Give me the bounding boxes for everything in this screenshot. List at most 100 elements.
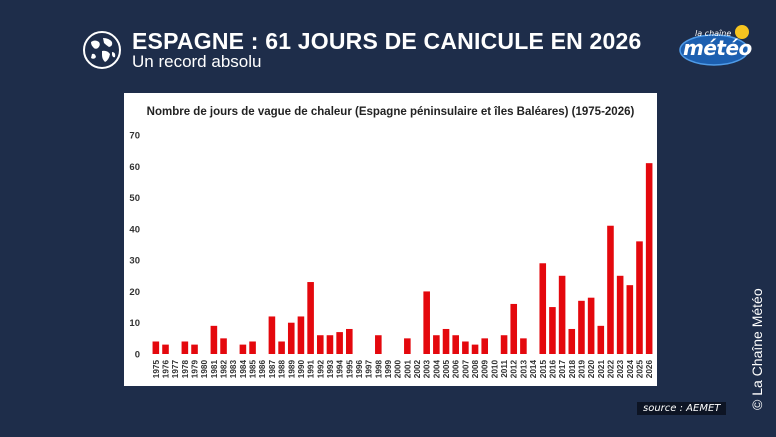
x-tick-label: 1978 [181, 360, 190, 379]
bar-2012 [510, 303, 518, 354]
bar-1987 [268, 316, 276, 354]
bar-2023 [616, 275, 624, 354]
x-tick-label: 1981 [210, 360, 219, 379]
x-tick-label: 2014 [529, 360, 538, 379]
x-tick-label: 1995 [345, 360, 354, 379]
bar-2013 [520, 338, 527, 354]
x-tick-label: 2025 [635, 360, 644, 379]
x-tick-label: 1994 [336, 360, 345, 379]
copyright-credit-text: © La Chaîne Météo [749, 288, 765, 410]
x-tick-label: 1985 [249, 360, 258, 379]
x-tick-label: 1988 [278, 360, 287, 379]
x-tick-label: 2003 [423, 360, 432, 379]
page-subtitle: Un record absolu [132, 52, 262, 71]
bar-2018 [568, 328, 576, 354]
x-tick-label: 2007 [461, 360, 470, 379]
bar-1982 [220, 338, 227, 354]
x-tick-label: 1976 [162, 360, 171, 379]
x-tick-label: 1999 [384, 360, 393, 379]
x-tick-label: 1986 [258, 360, 267, 379]
bar-2007 [462, 341, 469, 354]
bar-1994 [336, 332, 343, 354]
chart-panel: Nombre de jours de vague de chaleur (Esp… [124, 93, 657, 386]
bar-1989 [287, 322, 295, 354]
bar-2025 [636, 241, 643, 354]
x-tick-label: 2011 [500, 360, 509, 378]
x-tick-label: 1979 [191, 360, 200, 379]
x-tick-label: 1991 [307, 360, 316, 379]
bar-1990 [297, 316, 305, 354]
x-tick-label: 2006 [452, 360, 461, 379]
y-tick-label: 20 [129, 287, 140, 298]
bar-1979 [191, 344, 198, 354]
bar-2020 [587, 297, 595, 354]
x-tick-label: 2024 [626, 360, 635, 379]
bar-2026 [645, 163, 653, 354]
x-tick-label: 1977 [171, 360, 180, 379]
bar-2009 [481, 338, 489, 354]
logo-small-text: la chaîne [695, 29, 732, 38]
x-tick-label: 2002 [413, 360, 422, 379]
x-tick-label: 2013 [519, 360, 528, 379]
x-tick-label: 1989 [287, 360, 296, 379]
y-tick-label: 0 [135, 350, 140, 361]
x-tick-label: 2016 [548, 360, 557, 379]
x-tick-label: 1987 [268, 360, 277, 379]
bar-2024 [626, 285, 634, 354]
bar-1993 [326, 335, 334, 354]
x-tick-label: 1983 [229, 360, 238, 379]
x-tick-label: 1992 [316, 360, 325, 379]
bar-1995 [346, 328, 353, 354]
bar-1975 [152, 341, 160, 354]
bar-2006 [452, 335, 459, 354]
bar-2022 [607, 225, 614, 354]
x-tick-label: 2022 [606, 360, 615, 379]
y-tick-label: 50 [129, 193, 140, 204]
logo-sun-icon [735, 25, 749, 39]
bar-1985 [249, 341, 256, 354]
x-tick-label: 1975 [152, 360, 161, 379]
x-tick-label: 1990 [297, 360, 306, 379]
x-tick-label: 2004 [432, 360, 441, 379]
x-tick-label: 2009 [481, 360, 490, 379]
bar-2005 [442, 328, 450, 354]
x-tick-label: 2005 [442, 360, 451, 379]
y-tick-label: 70 [129, 131, 140, 142]
bar-2015 [539, 263, 547, 354]
bar-2003 [423, 291, 430, 354]
x-tick-label: 2018 [568, 360, 577, 379]
bar-1988 [278, 341, 285, 354]
bar-2004 [433, 335, 440, 354]
x-tick-label: 2015 [539, 360, 548, 379]
x-tick-label: 2001 [403, 360, 412, 379]
x-tick-label: 1996 [355, 360, 364, 379]
bar-2016 [549, 307, 556, 354]
x-tick-label: 2017 [558, 360, 567, 379]
bar-1978 [181, 341, 189, 354]
bar-2008 [471, 344, 479, 354]
bar-2021 [597, 325, 605, 354]
x-tick-label: 2023 [616, 360, 625, 379]
logo-big-text: météo [683, 36, 752, 60]
bar-1992 [316, 335, 324, 354]
x-tick-label: 2008 [471, 360, 480, 379]
x-tick-label: 1997 [365, 360, 374, 379]
chart-title: Nombre de jours de vague de chaleur (Esp… [147, 106, 635, 118]
bar-2001 [404, 338, 411, 354]
page-title: ESPAGNE : 61 JOURS DE CANICULE EN 2026 [132, 28, 642, 54]
x-tick-label: 1998 [374, 360, 383, 379]
x-tick-label: 1980 [200, 360, 209, 379]
bar-1976 [162, 344, 169, 354]
bar-2019 [578, 300, 585, 354]
bar-1984 [239, 344, 247, 354]
bar-1991 [307, 282, 314, 354]
bar-1998 [375, 335, 382, 354]
heatwave-bar-chart: Nombre de jours de vague de chaleur (Esp… [129, 106, 654, 379]
x-tick-label: 1993 [326, 360, 335, 379]
bar-1981 [210, 325, 218, 354]
x-tick-label: 2021 [597, 360, 606, 379]
bar-2011 [500, 335, 508, 354]
x-tick-label: 2000 [394, 360, 403, 379]
x-tick-label: 2012 [510, 360, 519, 379]
x-tick-label: 2026 [645, 360, 654, 379]
